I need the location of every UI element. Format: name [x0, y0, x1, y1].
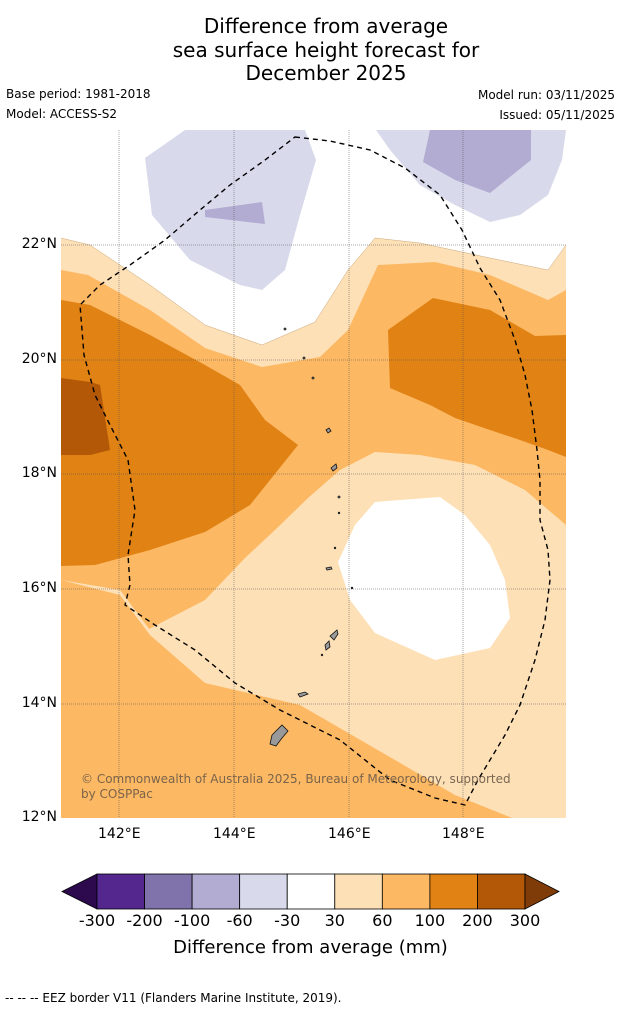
lat-label: 16°N [21, 580, 57, 596]
contour-neg-60-top-right [423, 130, 531, 193]
islands [269, 327, 354, 747]
contour-200-300-west [61, 378, 110, 455]
colorbar-tick-label: -100 [173, 911, 211, 930]
lon-label: 146°E [328, 826, 371, 842]
colorbar-segment [239, 873, 288, 910]
colorbar-segment [334, 873, 383, 910]
islet-8 [350, 586, 354, 590]
eez-border [79, 136, 551, 806]
lon-label: 144°E [213, 826, 256, 842]
anatahan-island [325, 566, 333, 571]
model-run-text: Model run: 03/11/2025 [477, 88, 615, 102]
rota-island [297, 691, 309, 698]
colorbar-extend-low [61, 873, 98, 910]
colorbar-segment [477, 873, 526, 910]
guam-island [269, 724, 289, 747]
colorbar-extend-high [524, 873, 560, 910]
colorbar-segment [286, 873, 336, 910]
colorbar-tick-label: 300 [509, 911, 541, 930]
colorbar-tick-label: -200 [126, 911, 163, 930]
islet-2 [302, 356, 306, 360]
lat-label: 14°N [21, 695, 57, 711]
colorbar-tick-label: 100 [414, 911, 446, 930]
model-text: Model: ACCESS-S2 [6, 107, 118, 121]
colorbar-tick-label: -60 [226, 911, 253, 930]
title-line-2: sea surface height forecast for [172, 37, 480, 62]
gridlines [61, 130, 566, 818]
chart-title: Difference from average sea surface heig… [0, 14, 621, 86]
agrihan-island [325, 427, 332, 434]
islet-5 [337, 511, 341, 515]
islet-3 [311, 376, 315, 380]
lon-label: 148°E [442, 826, 485, 842]
issued-text: Issued: 05/11/2025 [499, 108, 615, 122]
lon-label: 142°E [98, 826, 141, 842]
lat-label: 12°N [21, 809, 57, 825]
colorbar-segment [381, 873, 431, 910]
contour-100-200-east [388, 298, 566, 457]
islet-7 [320, 653, 324, 657]
contour-30-60-inner [61, 580, 512, 818]
pagan-island [330, 463, 338, 472]
colorbar-tick-label: -30 [274, 911, 301, 930]
contour-100-200-west [61, 300, 298, 566]
colorbar-segment [191, 873, 241, 910]
tinian-island [324, 640, 331, 651]
colorbar-tick-label: 60 [372, 911, 393, 930]
colorbar-segment [429, 873, 478, 910]
lat-label: 18°N [21, 465, 57, 481]
colorbar-tick-label: -300 [78, 911, 116, 930]
colorbar-title: Difference from average (mm) [173, 937, 448, 958]
colorbar [61, 873, 560, 910]
colorbar-tick-label: 30 [324, 911, 345, 930]
contour-white-southeast [338, 497, 510, 660]
lat-label: 20°N [21, 351, 57, 367]
lat-label: 22°N [21, 236, 57, 252]
title-line-1: Difference from average [203, 14, 449, 38]
copyright-text: © Commonwealth of Australia 2025, Bureau… [81, 772, 511, 801]
contour-neg-60-top-left [205, 202, 265, 224]
title-line-3: December 2025 [245, 61, 407, 85]
eez-legend-text: -- -- -- EEZ border V11 (Flanders Marine… [5, 991, 342, 1005]
colorbar-segment [144, 873, 193, 910]
base-period-text: Base period: 1981-2018 [6, 87, 151, 101]
saipan-island [329, 629, 339, 641]
islet-4 [337, 495, 341, 499]
colorbar-tick-label: 200 [462, 911, 493, 930]
islet-1 [283, 327, 287, 331]
islet-6 [333, 546, 337, 550]
colorbar-segment [96, 873, 145, 910]
